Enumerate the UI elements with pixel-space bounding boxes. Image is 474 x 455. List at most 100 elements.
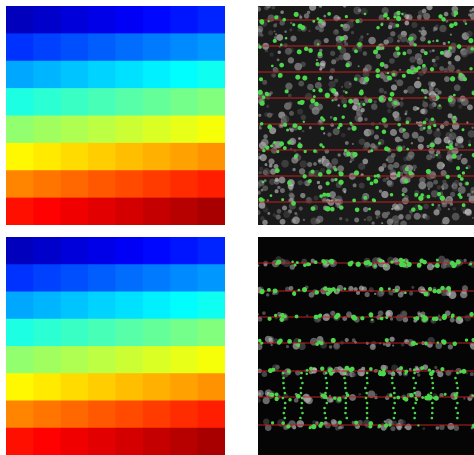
green-point bbox=[282, 381, 285, 385]
color-cell bbox=[60, 142, 89, 171]
green-point bbox=[429, 67, 435, 72]
green-point bbox=[402, 51, 407, 56]
speckle bbox=[447, 344, 454, 350]
speckle bbox=[401, 187, 408, 194]
speckle bbox=[387, 25, 393, 30]
green-point bbox=[363, 76, 370, 82]
color-cell bbox=[60, 400, 89, 429]
green-point bbox=[325, 206, 331, 212]
green-point bbox=[318, 18, 323, 24]
green-point bbox=[301, 381, 304, 385]
color-cell bbox=[60, 197, 89, 225]
green-point bbox=[352, 198, 356, 203]
green-point bbox=[343, 103, 347, 108]
green-point bbox=[324, 416, 328, 420]
green-point bbox=[344, 386, 347, 390]
green-point bbox=[286, 369, 291, 374]
color-cell bbox=[115, 33, 144, 62]
green-point bbox=[427, 393, 430, 397]
speckle bbox=[258, 170, 263, 175]
green-point bbox=[292, 291, 297, 296]
green-point bbox=[327, 287, 332, 292]
green-point bbox=[299, 416, 302, 420]
speckle bbox=[262, 185, 269, 192]
speckle bbox=[319, 67, 323, 71]
color-cell bbox=[170, 197, 199, 225]
green-point bbox=[456, 401, 459, 405]
speckle bbox=[344, 337, 349, 343]
green-point bbox=[301, 287, 308, 293]
green-point bbox=[327, 194, 331, 198]
green-point bbox=[422, 259, 427, 265]
speckle bbox=[447, 422, 455, 430]
green-point bbox=[267, 316, 272, 321]
speckle bbox=[402, 145, 406, 149]
speckle bbox=[400, 290, 405, 295]
color-cell bbox=[6, 115, 34, 144]
green-point bbox=[277, 72, 283, 78]
speckle bbox=[430, 190, 439, 198]
speckle bbox=[268, 158, 275, 165]
color-cell bbox=[33, 346, 62, 374]
color-cell bbox=[88, 60, 116, 89]
green-point bbox=[305, 369, 309, 372]
color-cell bbox=[33, 373, 62, 401]
green-point bbox=[459, 370, 463, 374]
color-cell bbox=[33, 88, 62, 116]
green-point bbox=[461, 368, 467, 374]
green-point bbox=[416, 262, 422, 268]
green-point bbox=[404, 369, 409, 374]
speckle bbox=[391, 207, 394, 211]
green-point bbox=[274, 313, 278, 317]
green-point bbox=[454, 406, 458, 410]
color-cell bbox=[88, 6, 116, 34]
speckle bbox=[334, 29, 339, 33]
color-cell bbox=[197, 400, 225, 429]
green-point bbox=[311, 423, 317, 430]
color-cell bbox=[170, 88, 199, 116]
green-point bbox=[305, 372, 309, 376]
color-cell bbox=[115, 373, 144, 401]
green-point bbox=[274, 396, 279, 402]
speckle bbox=[455, 135, 464, 144]
green-point bbox=[427, 396, 432, 401]
speckle bbox=[357, 65, 360, 68]
green-point bbox=[420, 366, 425, 370]
color-cell bbox=[170, 33, 199, 62]
green-point bbox=[452, 341, 457, 346]
speckle bbox=[437, 204, 441, 207]
green-point bbox=[383, 423, 389, 428]
speckle bbox=[389, 58, 395, 64]
speckle bbox=[391, 215, 400, 224]
green-point bbox=[297, 100, 301, 105]
speckle bbox=[315, 58, 319, 62]
speckle bbox=[274, 189, 279, 194]
green-point bbox=[392, 371, 395, 375]
green-point bbox=[344, 396, 348, 400]
speckle bbox=[394, 79, 398, 82]
green-point bbox=[300, 396, 304, 400]
color-cell bbox=[142, 142, 171, 171]
green-point bbox=[413, 411, 417, 415]
green-point bbox=[354, 420, 359, 425]
speckle bbox=[266, 104, 270, 108]
green-point bbox=[295, 261, 299, 265]
green-point bbox=[287, 339, 292, 344]
speckle bbox=[448, 136, 452, 140]
speckle bbox=[310, 217, 318, 225]
speckle bbox=[313, 162, 317, 166]
green-point bbox=[441, 314, 447, 321]
green-point bbox=[413, 386, 416, 390]
green-point bbox=[373, 264, 377, 268]
green-point bbox=[456, 416, 459, 420]
green-point bbox=[267, 124, 273, 130]
green-point bbox=[258, 45, 262, 49]
color-cell bbox=[197, 197, 225, 225]
green-point bbox=[429, 142, 435, 148]
green-point bbox=[423, 291, 429, 297]
green-point bbox=[395, 46, 400, 51]
green-point bbox=[301, 411, 304, 415]
speckle bbox=[289, 110, 295, 116]
color-cell bbox=[60, 318, 89, 347]
speckle bbox=[416, 14, 422, 20]
